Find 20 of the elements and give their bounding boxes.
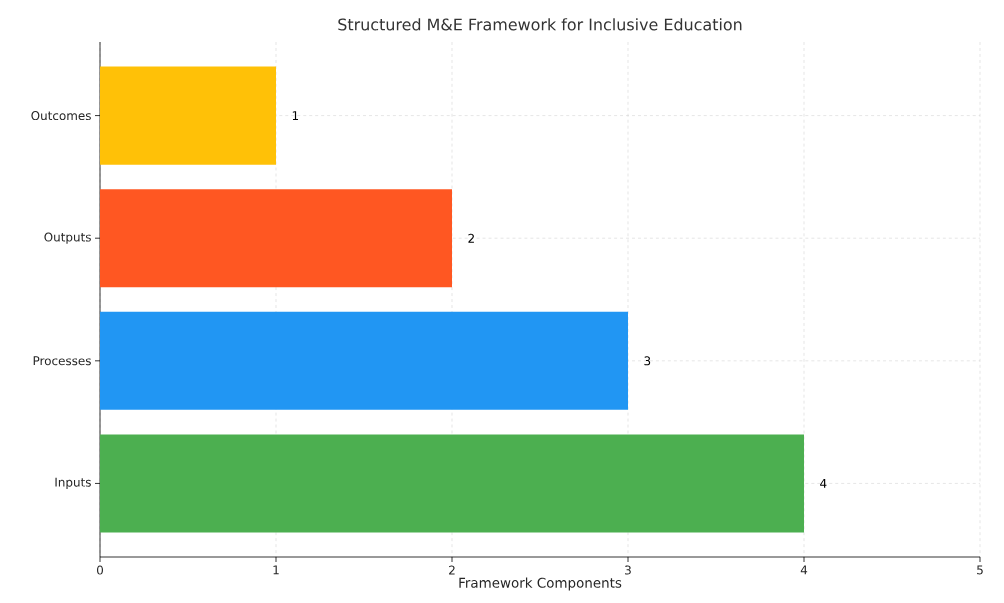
- x-tick-label: 2: [449, 565, 455, 575]
- bar: [100, 311, 628, 410]
- y-tick-label: Outputs: [44, 232, 91, 244]
- x-tick-label: 4: [800, 565, 808, 575]
- y-tick-label: Processes: [33, 356, 91, 366]
- y-tick-label: Inputs: [55, 477, 91, 490]
- chart-title: Structured M&E Framework for Inclusive Education: [338, 18, 742, 31]
- data-label: 4: [820, 479, 827, 488]
- y-tick-label: Outcomes: [31, 111, 91, 121]
- x-tick-label: 5: [977, 565, 983, 575]
- data-label: 1: [292, 111, 299, 120]
- x-tick-label: 0: [96, 565, 104, 575]
- bar: [100, 66, 276, 165]
- data-label: 3: [644, 356, 651, 366]
- bar: [100, 434, 804, 533]
- bar: [100, 189, 452, 288]
- x-tick-label: 1: [273, 565, 279, 575]
- x-axis-title: Framework Components: [459, 577, 622, 591]
- x-tick-label: 3: [625, 565, 631, 575]
- data-label: 2: [468, 233, 474, 243]
